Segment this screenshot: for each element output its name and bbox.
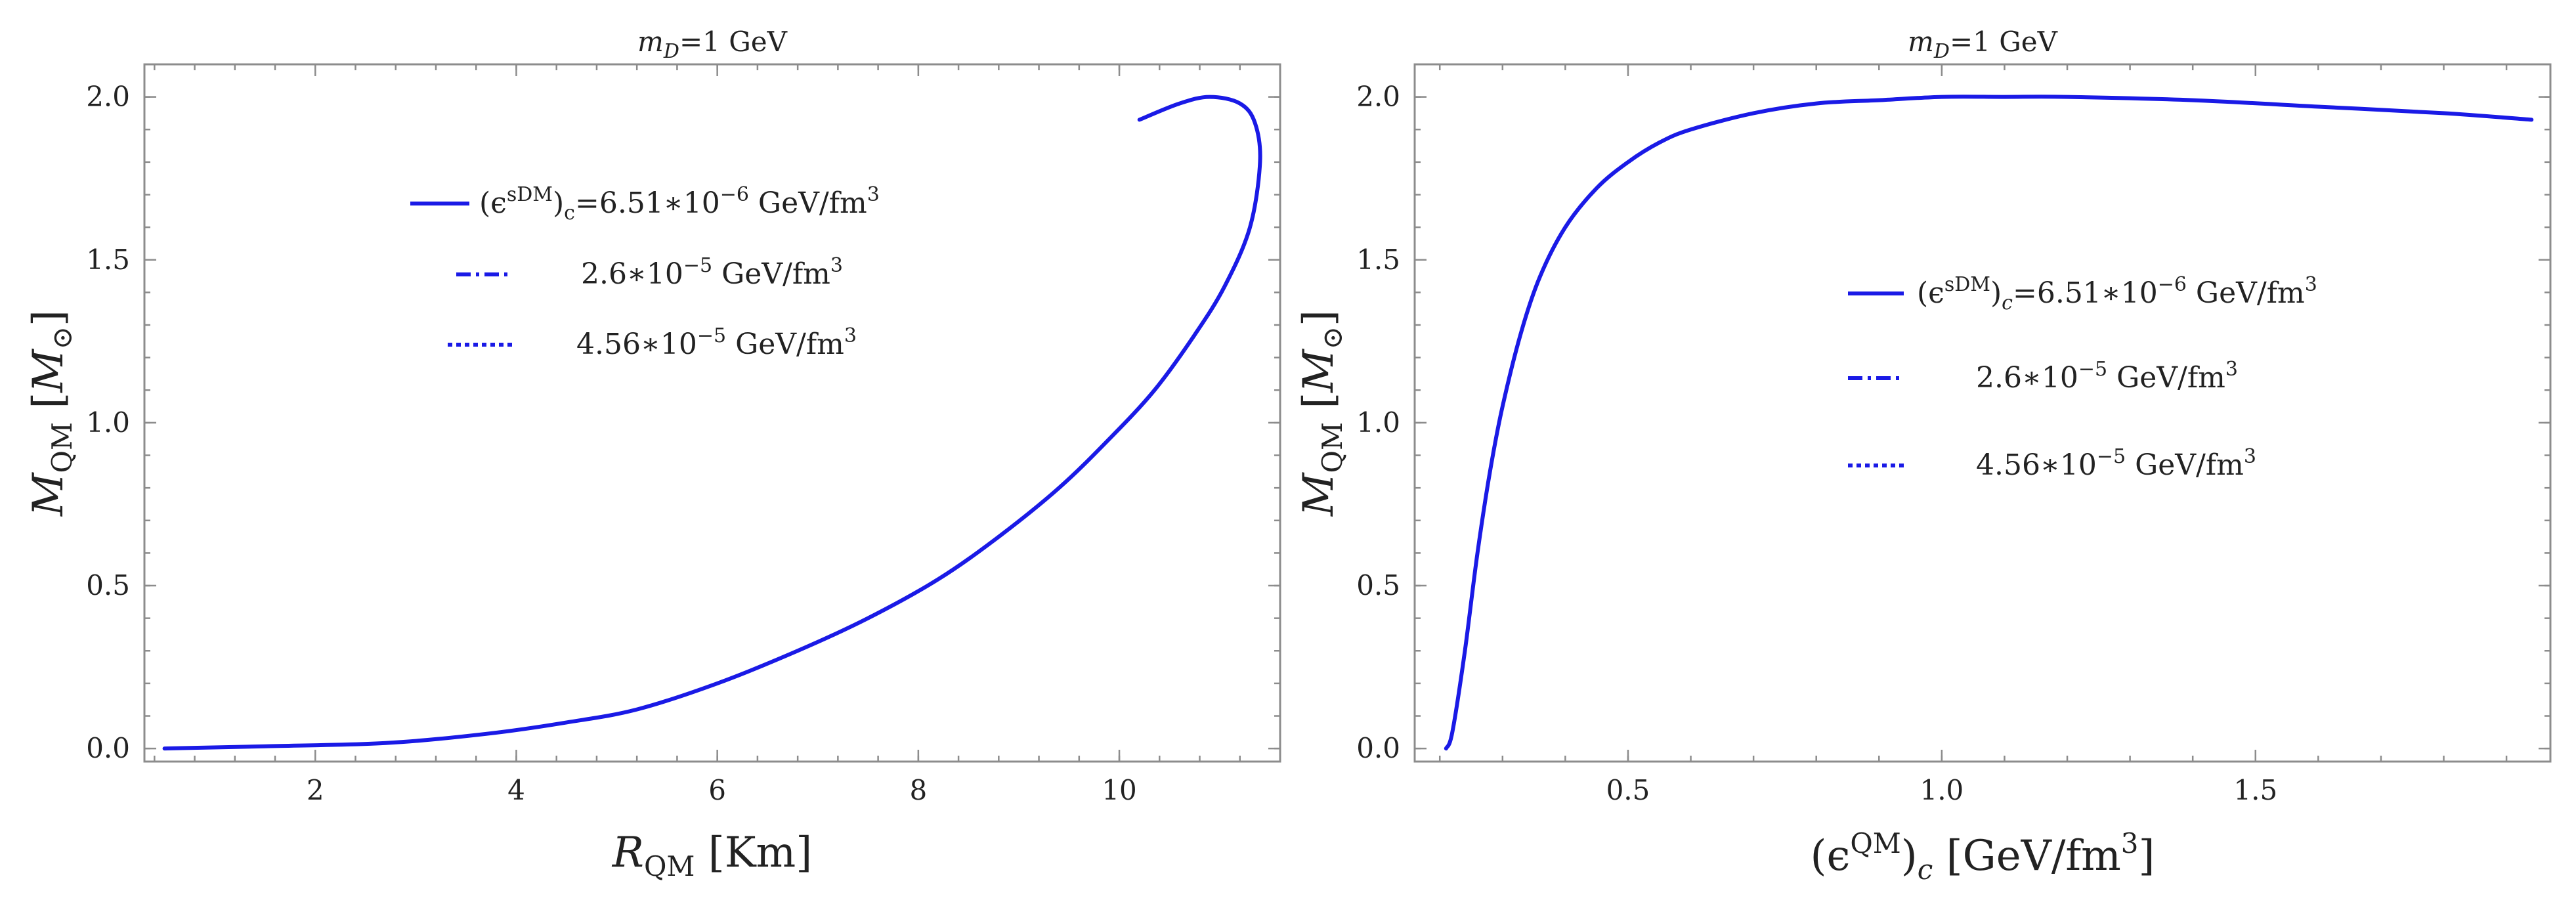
right-x-axis-label: (ϵQM)c [GeV/fm3] <box>1811 827 2155 886</box>
left-plot-frame <box>143 63 1281 763</box>
left-y-tick-label: 2.0 <box>86 81 130 113</box>
right-y-tick-label: 1.0 <box>1356 406 1400 439</box>
right-ticks <box>1415 63 2550 762</box>
left-y-tick-label: 0.5 <box>86 569 130 601</box>
right-legend: (ϵsDM)c=6.51∗10−6 GeV/fm3 2.6∗10−5 GeV/f… <box>1848 273 2317 482</box>
left-legend-label-3: 4.56∗10−5 GeV/fm3 <box>576 324 857 361</box>
left-tick-labels: 2 4 6 8 10 0.0 0.5 1.0 1.5 2.0 <box>86 81 1137 806</box>
right-plot-frame <box>1413 63 2552 763</box>
right-legend-label-1: (ϵsDM)c=6.51∗10−6 GeV/fm3 <box>1917 273 2317 314</box>
right-y-tick-label: 0.0 <box>1356 732 1400 764</box>
right-panel-title: mD=1 GeV <box>1908 26 2058 63</box>
left-x-tick-label: 10 <box>1102 774 1136 806</box>
left-panel-title: mD=1 GeV <box>637 26 788 63</box>
left-x-tick-label: 2 <box>307 774 324 806</box>
right-x-tick-label: 1.0 <box>1920 774 1964 806</box>
right-tick-labels: 0.5 1.0 1.5 0.0 0.5 1.0 1.5 2.0 <box>1356 81 2277 806</box>
left-series-curve <box>162 95 1262 751</box>
right-y-tick-label: 0.5 <box>1356 569 1400 601</box>
right-y-tick-label: 1.5 <box>1356 244 1400 276</box>
right-panel: mD=1 GeV 0.5 1.0 1.5 0.0 0.5 1.0 1.5 2.0 (ϵsDM)… <box>1295 26 2552 886</box>
left-legend-label-1: (ϵsDM)c=6.51∗10−6 GeV/fm3 <box>479 183 880 225</box>
right-legend-label-3: 4.56∗10−5 GeV/fm3 <box>1976 445 2256 482</box>
left-x-tick-label: 8 <box>909 774 927 806</box>
left-y-tick-label: 1.5 <box>86 244 130 276</box>
left-y-tick-label: 1.0 <box>86 406 130 439</box>
left-y-tick-label: 0.0 <box>86 732 130 764</box>
left-ticks <box>144 63 1281 762</box>
left-x-axis-label: RQM [Km] <box>612 829 812 882</box>
left-x-tick-label: 4 <box>507 774 525 806</box>
left-panel: mD=1 GeV 2 4 6 8 10 0.0 0.5 1.0 1.5 2.0 (ϵsDM)c=6… <box>24 26 1281 882</box>
left-legend: (ϵsDM)c=6.51∗10−6 GeV/fm3 2.6∗10−5 GeV/f… <box>410 183 880 361</box>
right-legend-label-2: 2.6∗10−5 GeV/fm3 <box>1976 358 2238 395</box>
left-x-tick-label: 6 <box>708 774 726 806</box>
left-legend-label-2: 2.6∗10−5 GeV/fm3 <box>581 254 843 291</box>
right-x-tick-label: 0.5 <box>1606 774 1650 806</box>
left-y-axis-label: MQM [M⊙] <box>24 310 78 517</box>
right-y-axis-label: MQM [M⊙] <box>1295 310 1348 517</box>
right-x-tick-label: 1.5 <box>2233 774 2277 806</box>
right-y-tick-label: 2.0 <box>1356 81 1400 113</box>
left-title-rest: =1 GeV <box>679 26 788 58</box>
right-series-curve <box>1444 95 2534 751</box>
